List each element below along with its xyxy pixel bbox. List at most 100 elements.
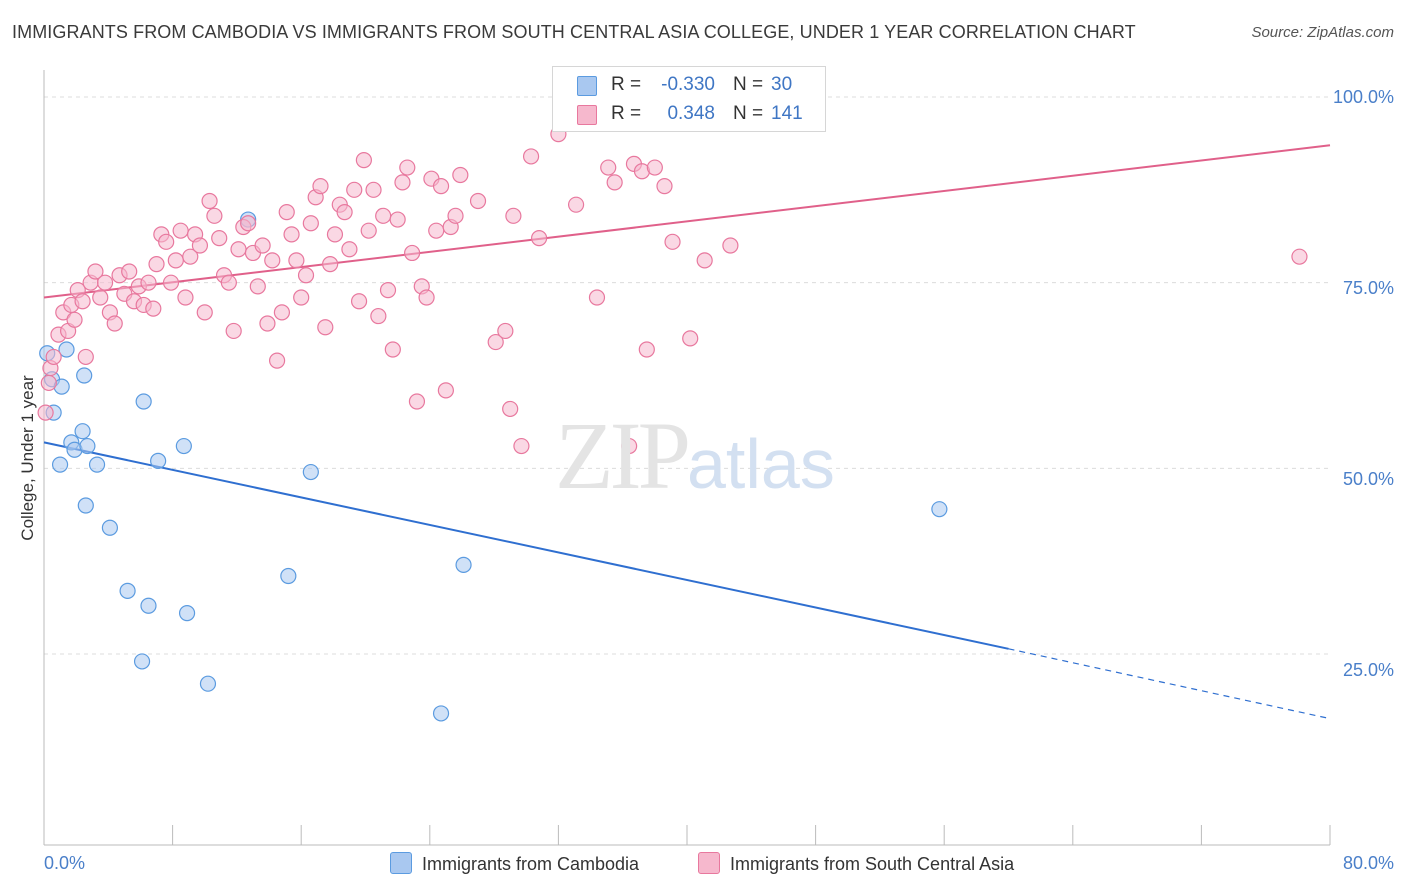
- bottom-legend-swatch-cambodia: [390, 852, 412, 874]
- data-point-south-central-asia: [452, 166, 469, 184]
- data-point-south-central-asia: [37, 404, 54, 421]
- y-tick-label-25: 25.0%: [1342, 660, 1394, 680]
- data-point-south-central-asia: [162, 274, 180, 291]
- data-point-south-central-asia: [399, 159, 416, 176]
- y-tick-label-50: 50.0%: [1342, 469, 1394, 489]
- data-point-south-central-asia: [432, 178, 450, 195]
- data-point-south-central-asia: [254, 237, 271, 254]
- data-point-cambodia: [77, 497, 94, 514]
- data-point-south-central-asia: [682, 330, 699, 347]
- bottom-legend-south-central-asia: Immigrants from South Central Asia: [698, 852, 1014, 875]
- x-tick-label-max: 80.0%: [1342, 853, 1394, 873]
- data-point-south-central-asia: [531, 230, 548, 247]
- data-point-south-central-asia: [365, 181, 382, 198]
- data-point-south-central-asia: [249, 278, 266, 295]
- data-point-south-central-asia: [522, 148, 540, 165]
- data-point-south-central-asia: [505, 207, 522, 224]
- bottom-legend-label-cambodia: Immigrants from Cambodia: [422, 854, 640, 874]
- data-point-south-central-asia: [172, 222, 189, 239]
- data-point-south-central-asia: [497, 322, 514, 340]
- correlation-legend: R = -0.330 N = 30 R = 0.348 N = 141: [552, 66, 826, 132]
- data-point-cambodia: [74, 423, 91, 440]
- data-point-cambodia: [79, 437, 96, 455]
- data-point-south-central-asia: [278, 204, 295, 221]
- data-point-cambodia: [76, 367, 93, 384]
- data-point-south-central-asia: [297, 267, 315, 284]
- data-point-south-central-asia: [158, 233, 175, 250]
- data-point-south-central-asia: [469, 192, 487, 210]
- data-point-south-central-asia: [121, 263, 138, 280]
- legend-n-label: N =: [733, 74, 764, 95]
- data-point-south-central-asia: [722, 237, 739, 254]
- data-point-cambodia: [280, 567, 297, 585]
- data-point-south-central-asia: [384, 341, 401, 358]
- data-point-south-central-asia: [389, 211, 406, 228]
- data-point-cambodia: [931, 501, 948, 518]
- data-point-south-central-asia: [206, 207, 223, 224]
- data-point-south-central-asia: [288, 252, 305, 269]
- data-point-south-central-asia: [567, 196, 585, 213]
- data-point-south-central-asia: [322, 256, 339, 273]
- bottom-legend-cambodia: Immigrants from Cambodia: [390, 852, 639, 875]
- data-point-south-central-asia: [259, 315, 276, 332]
- data-point-cambodia: [119, 582, 136, 599]
- data-point-south-central-asia: [360, 222, 377, 239]
- data-point-south-central-asia: [502, 400, 519, 418]
- data-point-south-central-asia: [336, 204, 353, 221]
- data-point-south-central-asia: [273, 304, 291, 321]
- trend-line-cambodia: [43, 441, 1009, 650]
- legend-n-label: N =: [733, 103, 764, 124]
- data-point-south-central-asia: [96, 274, 114, 291]
- data-point-cambodia: [432, 705, 450, 722]
- data-point-south-central-asia: [664, 233, 681, 250]
- data-point-south-central-asia: [312, 178, 329, 195]
- data-point-south-central-asia: [140, 274, 157, 291]
- data-point-south-central-asia: [346, 181, 363, 198]
- data-point-south-central-asia: [177, 289, 194, 306]
- y-tick-label-75: 75.0%: [1342, 278, 1394, 298]
- data-point-cambodia: [302, 463, 319, 481]
- data-point-south-central-asia: [408, 393, 426, 410]
- data-point-south-central-asia: [696, 252, 713, 269]
- data-point-cambodia: [140, 597, 157, 614]
- data-point-south-central-asia: [317, 319, 334, 336]
- data-point-cambodia: [101, 519, 119, 536]
- data-point-cambodia: [88, 456, 106, 473]
- data-point-south-central-asia: [148, 256, 165, 273]
- bottom-legend-label-south-central-asia: Immigrants from South Central Asia: [730, 854, 1015, 874]
- data-point-south-central-asia: [447, 207, 464, 224]
- data-point-south-central-asia: [196, 304, 213, 321]
- watermark: ZIPatlas: [555, 400, 835, 511]
- data-point-south-central-asia: [240, 215, 257, 232]
- data-point-south-central-asia: [428, 222, 445, 239]
- data-point-south-central-asia: [40, 374, 57, 392]
- data-point-south-central-asia: [106, 315, 123, 332]
- legend-r-label: R =: [611, 74, 642, 95]
- data-point-south-central-asia: [293, 289, 310, 306]
- grid-lines: [44, 96, 1330, 655]
- data-point-south-central-asia: [201, 192, 218, 210]
- data-point-south-central-asia: [394, 174, 411, 191]
- data-point-south-central-asia: [326, 226, 344, 243]
- legend-r-label: R =: [611, 103, 642, 124]
- data-point-cambodia: [150, 452, 167, 470]
- legend-r-value: -0.330: [661, 74, 715, 95]
- data-point-south-central-asia: [600, 159, 617, 176]
- data-point-south-central-asia: [92, 289, 109, 306]
- y-tick-label-100: 100.0%: [1332, 87, 1394, 107]
- data-point-south-central-asia: [513, 437, 530, 455]
- watermark-atlas: atlas: [687, 425, 835, 503]
- data-point-south-central-asia: [302, 215, 319, 232]
- data-point-south-central-asia: [191, 237, 209, 254]
- data-point-south-central-asia: [355, 152, 372, 169]
- data-point-cambodia: [135, 393, 152, 410]
- data-point-cambodia: [133, 653, 151, 670]
- data-point-south-central-asia: [264, 252, 281, 269]
- data-point-south-central-asia: [646, 159, 663, 176]
- data-point-south-central-asia: [418, 289, 435, 306]
- data-point-south-central-asia: [341, 241, 358, 258]
- data-point-south-central-asia: [370, 307, 387, 325]
- data-point-south-central-asia: [225, 322, 242, 340]
- chart-title: IMMIGRANTS FROM CAMBODIA VS IMMIGRANTS F…: [12, 22, 1136, 42]
